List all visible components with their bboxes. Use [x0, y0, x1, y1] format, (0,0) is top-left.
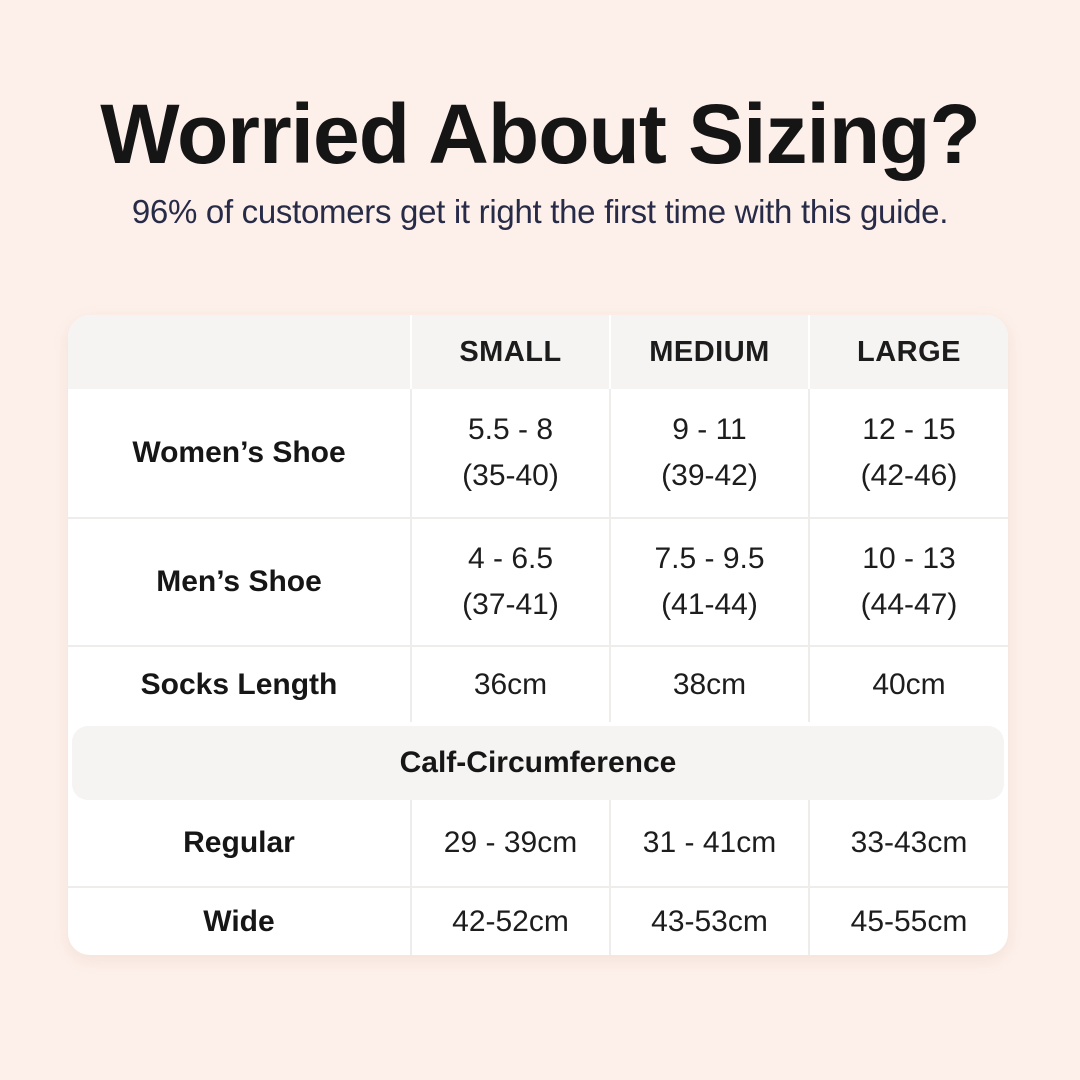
cell-socks-small: 36cm — [410, 647, 609, 722]
table-row-socks-length: Socks Length 36cm 38cm 40cm — [68, 645, 1008, 722]
cell-regular-large: 33-43cm — [808, 800, 1008, 886]
cell-womens-medium: 9 - 11 (39-42) — [609, 389, 808, 517]
cell-line: (35-40) — [462, 459, 559, 492]
cell-line: 4 - 6.5 — [467, 542, 554, 575]
row-label-mens-shoe: Men’s Shoe — [156, 565, 322, 598]
cell-line: 9 - 11 — [672, 413, 747, 446]
cell-line: (37-41) — [462, 588, 559, 621]
table-row-womens-shoe: Women’s Shoe 5.5 - 8 (35-40) 9 - 11 (39-… — [68, 389, 1008, 517]
cell-womens-small: 5.5 - 8 (35-40) — [410, 389, 609, 517]
cell-line: 7.5 - 9.5 — [654, 542, 765, 575]
column-header-small: SMALL — [410, 315, 609, 389]
cell-line: 12 - 15 — [862, 413, 956, 446]
cell-regular-medium: 31 - 41cm — [609, 800, 808, 886]
row-label-socks-length: Socks Length — [140, 667, 338, 701]
column-header-medium: MEDIUM — [609, 315, 808, 389]
row-label-womens-shoe: Women’s Shoe — [132, 436, 346, 469]
row-label-regular: Regular — [183, 826, 295, 859]
section-header-calf-circumference: Calf-Circumference — [72, 726, 1004, 800]
size-chart-table: SMALL MEDIUM LARGE Women’s Shoe 5.5 - 8 … — [68, 315, 1008, 955]
cell-womens-large: 12 - 15 (42-46) — [808, 389, 1008, 517]
column-header-large: LARGE — [808, 315, 1008, 389]
cell-socks-large: 40cm — [808, 647, 1008, 722]
table-row-mens-shoe: Men’s Shoe 4 - 6.5 (37-41) 7.5 - 9.5 (41… — [68, 517, 1008, 645]
cell-line: 10 - 13 — [862, 542, 956, 575]
cell-mens-small: 4 - 6.5 (37-41) — [410, 519, 609, 645]
cell-socks-medium: 38cm — [609, 647, 808, 722]
cell-line: (41-44) — [661, 588, 758, 621]
cell-mens-large: 10 - 13 (44-47) — [808, 519, 1008, 645]
cell-line: 5.5 - 8 — [467, 413, 554, 446]
cell-wide-large: 45-55cm — [808, 888, 1008, 955]
cell-line: (39-42) — [661, 459, 758, 492]
table-row-regular: Regular 29 - 39cm 31 - 41cm 33-43cm — [68, 800, 1008, 886]
table-row-wide: Wide 42-52cm 43-53cm 45-55cm — [68, 886, 1008, 955]
cell-line: (42-46) — [860, 459, 958, 492]
table-header-row: SMALL MEDIUM LARGE — [68, 315, 1008, 389]
cell-wide-medium: 43-53cm — [609, 888, 808, 955]
cell-mens-medium: 7.5 - 9.5 (41-44) — [609, 519, 808, 645]
page-subtitle: 96% of customers get it right the first … — [131, 192, 949, 230]
cell-wide-small: 42-52cm — [410, 888, 609, 955]
row-label-wide: Wide — [203, 904, 275, 938]
cell-line: (44-47) — [860, 588, 958, 621]
page-title: Worried About Sizing? — [100, 87, 981, 181]
header-empty-cell — [68, 315, 410, 389]
cell-regular-small: 29 - 39cm — [410, 800, 609, 886]
